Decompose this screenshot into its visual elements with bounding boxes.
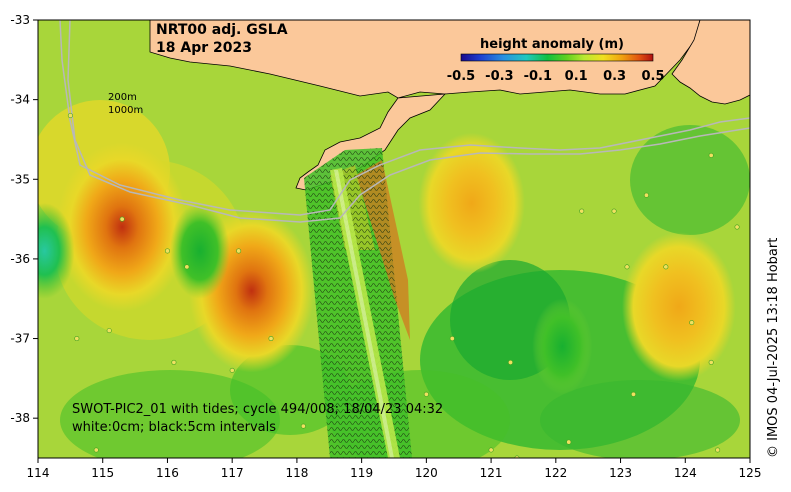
station-dot (715, 447, 721, 453)
station-dot (164, 248, 170, 254)
station-dot (229, 367, 235, 373)
station-dot (643, 192, 649, 198)
colorbar-tick-label: -0.1 (524, 69, 552, 84)
x-tick-label: 121 (480, 466, 503, 480)
y-tick-label: -33 (10, 13, 30, 27)
station-dot (449, 336, 455, 342)
station-dot (734, 224, 740, 230)
station-dot (663, 264, 669, 270)
station-dot (423, 391, 429, 397)
station-dot (106, 328, 112, 334)
anomaly-eddy-122.1 (532, 298, 593, 395)
station-dot (611, 208, 617, 214)
station-dot (689, 320, 695, 326)
anomaly-eddy-114.1 (38, 202, 75, 299)
swot-note-line1: SWOT-PIC2_01 with tides; cycle 494/008; … (72, 402, 443, 417)
station-dot (184, 264, 190, 270)
anomaly-eddy-120.7 (418, 132, 525, 274)
station-dot (119, 216, 125, 222)
colorbar-title: height anomaly (m) (480, 37, 624, 52)
x-tick-label: 118 (285, 466, 308, 480)
x-axis: 114 115 116 117 118 119 120 121 122 123 124 125 (27, 458, 762, 480)
station-dot (624, 264, 630, 270)
y-tick-label: -36 (10, 252, 30, 266)
station-dot (508, 359, 514, 365)
x-tick-label: 123 (609, 466, 632, 480)
station-dot (67, 113, 73, 119)
station-dot (579, 208, 585, 214)
station-dot (630, 391, 636, 397)
eddy-features (38, 132, 736, 395)
y-tick-label: -38 (10, 411, 30, 425)
anomaly-eddy-115.3 (56, 142, 188, 312)
plot-frame (37, 19, 751, 459)
title-line1: NRT00 adj. GSLA (156, 22, 288, 38)
title-line2: 18 Apr 2023 (156, 40, 252, 56)
station-dot (488, 447, 494, 453)
map-plot-area (38, 20, 750, 458)
anomaly-eddy-123.9 (622, 232, 736, 382)
station-dot (93, 447, 99, 453)
swot-note-line2: white:0cm; black:5cm intervals (72, 420, 276, 435)
station-dot (236, 248, 242, 254)
colorbar-gradient (460, 53, 654, 62)
x-tick-label: 116 (156, 466, 179, 480)
colorbar-tick-label: 0.5 (641, 69, 664, 84)
colorbar-tick-label: -0.5 (447, 69, 475, 84)
swot-swath (304, 148, 412, 458)
x-tick-label: 114 (27, 466, 50, 480)
station-dot (566, 439, 572, 445)
y-tick-label: -37 (10, 332, 30, 346)
station-dot (268, 336, 274, 342)
station-dots (67, 113, 740, 458)
y-tick-label: -35 (10, 172, 30, 186)
x-tick-label: 120 (415, 466, 438, 480)
station-dot (708, 152, 714, 158)
x-tick-label: 119 (350, 466, 373, 480)
x-tick-label: 125 (739, 466, 762, 480)
station-dot (300, 423, 306, 429)
colorbar-tick-label: 0.1 (565, 69, 588, 84)
isobath-label-200m: 200m (108, 92, 137, 103)
isobath-label-1000m: 1000m (108, 105, 143, 116)
station-dot (74, 336, 80, 342)
y-tick-label: -34 (10, 93, 30, 107)
colorbar-tick-label: 0.3 (603, 69, 626, 84)
colorbar-tick-label: -0.3 (485, 69, 513, 84)
station-dot (708, 359, 714, 365)
isobath-lines (59, 20, 750, 223)
y-axis: -33 -34 -35 -36 -37 -38 (10, 13, 38, 425)
x-tick-label: 115 (91, 466, 114, 480)
anomaly-eddy-116.5 (169, 202, 230, 299)
land-coast-east (671, 20, 750, 105)
station-dot (171, 359, 177, 365)
land-australia (149, 20, 701, 191)
x-tick-label: 117 (221, 466, 244, 480)
credit-text: © IMOS 04-Jul-2025 13:18 Hobart (766, 237, 781, 458)
colorbar: height anomaly (m) -0.5 -0.3 -0.1 0.1 0.3 0.5 (447, 37, 665, 84)
x-tick-label: 122 (544, 466, 567, 480)
x-tick-label: 124 (674, 466, 697, 480)
